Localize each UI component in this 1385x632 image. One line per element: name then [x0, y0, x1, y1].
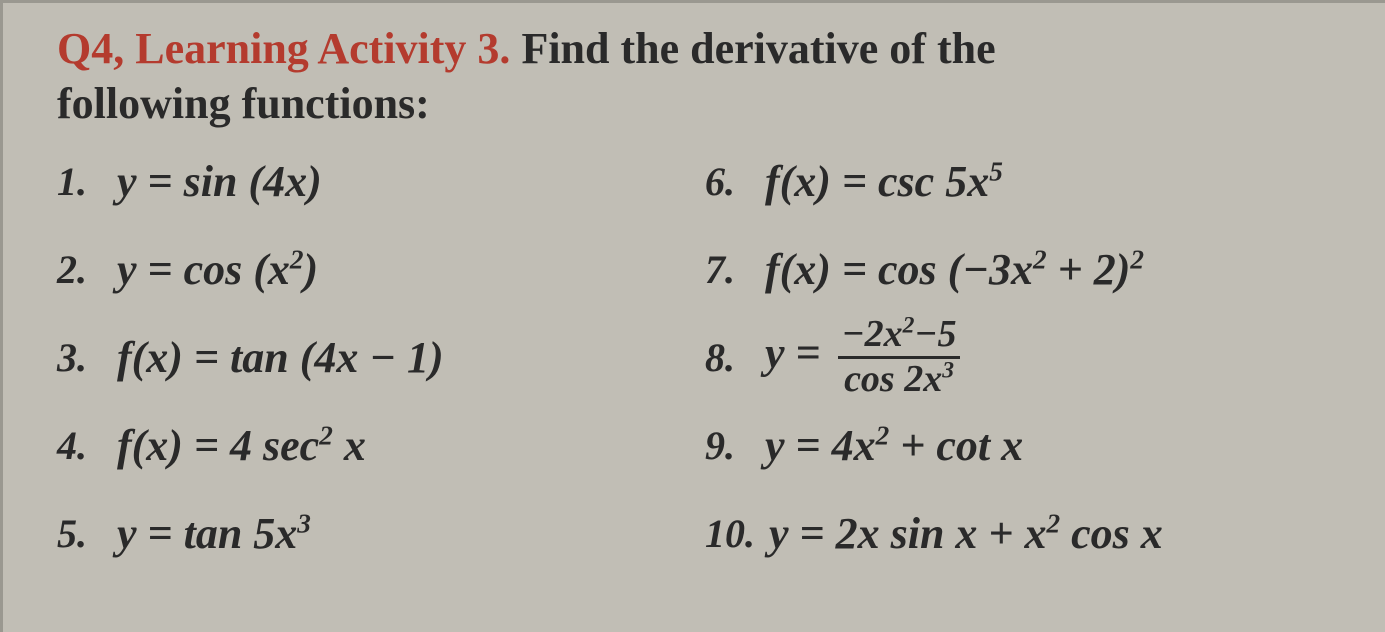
- problem-2: 2. y = cos (x2): [57, 225, 697, 313]
- problem-expression: y = sin (4x): [117, 156, 322, 207]
- problem-number: 3.: [57, 334, 103, 381]
- problem-number: 2.: [57, 246, 103, 293]
- problem-columns: 1. y = sin (4x) 2. y = cos (x2) 3. f(x) …: [57, 137, 1345, 577]
- problem-6: 6. f(x) = csc 5x5: [705, 137, 1345, 225]
- problem-expression: y = tan 5x3: [117, 508, 311, 559]
- problem-5: 5. y = tan 5x3: [57, 489, 697, 577]
- problem-expression: y = cos (x2): [117, 244, 318, 295]
- problem-expression: y = −2x2−5cos 2x3: [765, 315, 966, 400]
- problem-number: 7.: [705, 246, 751, 293]
- problem-number: 1.: [57, 158, 103, 205]
- problem-1: 1. y = sin (4x): [57, 137, 697, 225]
- problem-number: 5.: [57, 510, 103, 557]
- problem-expression: f(x) = 4 sec2 x: [117, 420, 366, 471]
- activity-heading: Q4, Learning Activity 3. Find the deriva…: [57, 21, 1345, 131]
- problem-7: 7. f(x) = cos (−3x2 + 2)2: [705, 225, 1345, 313]
- problem-9: 9. y = 4x2 + cot x: [705, 401, 1345, 489]
- page: Q4, Learning Activity 3. Find the deriva…: [0, 0, 1385, 632]
- problem-expression: f(x) = csc 5x5: [765, 156, 1003, 207]
- problem-expression: y = 2x sin x + x2 cos x: [769, 508, 1163, 559]
- problem-number: 10.: [705, 510, 755, 557]
- problem-number: 9.: [705, 422, 751, 469]
- problem-number: 6.: [705, 158, 751, 205]
- heading-line2: following functions:: [57, 79, 430, 128]
- problem-number: 4.: [57, 422, 103, 469]
- problem-number: 8.: [705, 334, 751, 381]
- right-column: 6. f(x) = csc 5x5 7. f(x) = cos (−3x2 + …: [705, 137, 1345, 577]
- problem-expression: f(x) = cos (−3x2 + 2)2: [765, 244, 1144, 295]
- problem-4: 4. f(x) = 4 sec2 x: [57, 401, 697, 489]
- problem-10: 10. y = 2x sin x + x2 cos x: [705, 489, 1345, 577]
- problem-3: 3. f(x) = tan (4x − 1): [57, 313, 697, 401]
- problem-expression: f(x) = tan (4x − 1): [117, 332, 444, 383]
- problem-expression: y = 4x2 + cot x: [765, 420, 1023, 471]
- heading-red: Q4, Learning Activity 3.: [57, 24, 510, 73]
- left-column: 1. y = sin (4x) 2. y = cos (x2) 3. f(x) …: [57, 137, 697, 577]
- problem-8: 8. y = −2x2−5cos 2x3: [705, 313, 1345, 401]
- heading-black: Find the derivative of the: [510, 24, 995, 73]
